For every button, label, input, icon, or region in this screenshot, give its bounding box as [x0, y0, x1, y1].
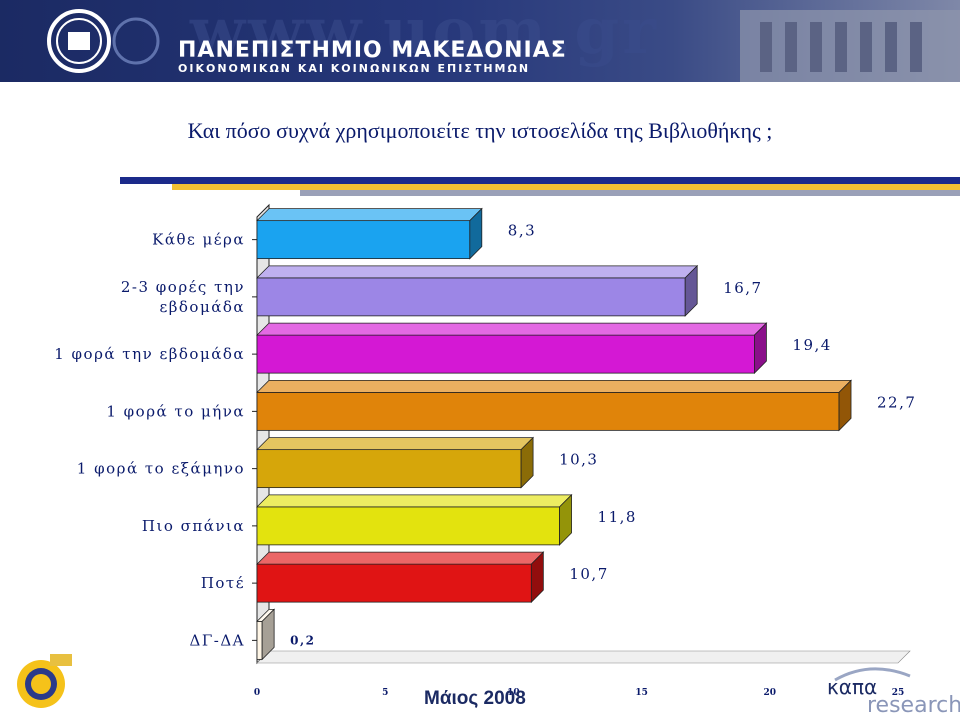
bar-top-3 [256, 379, 852, 393]
x-tick-label-1: 5 [382, 688, 388, 698]
bar-top-6 [256, 551, 545, 565]
bar-4 [256, 449, 522, 489]
bar-top-4 [256, 437, 535, 451]
faculty-name: ΟΙΚΟΝΟΜΙΚΩΝ ΚΑΙ ΚΟΙΝΩΝΙΚΩΝ ΕΠΙΣΤΗΜΩΝ [178, 62, 531, 75]
category-label-5: Πιο σπάνια [142, 517, 245, 535]
title-rule-blue [120, 177, 960, 184]
bar-7 [256, 620, 263, 660]
x-tick-label-0: 0 [254, 688, 260, 698]
data-label-7: 0,2 [290, 633, 315, 647]
axis-floor [256, 650, 911, 664]
data-label-5: 11,8 [598, 508, 637, 526]
bar-chart: Κάθε μέρα 8,3 2-3 φορές την εβδομάδα 16,7 1 φ… [54, 203, 916, 698]
title-rule-gold [172, 184, 960, 190]
bar-0 [256, 220, 471, 260]
category-label-7: ΔΓ-ΔΑ [190, 631, 245, 649]
bar-side-0 [469, 207, 483, 260]
sun-emblem-logo [17, 654, 72, 708]
bar-1 [256, 277, 686, 317]
brand-bottom-text: research [867, 693, 960, 717]
data-label-1: 16,7 [723, 279, 762, 297]
data-label-0: 8,3 [508, 222, 536, 240]
bar-side-2 [754, 322, 767, 375]
chart-title: Και πόσο συχνά χρησιμοποιείτε την ιστοσε… [187, 118, 773, 143]
category-label-1: 2-3 φορές την εβδομάδα [121, 278, 245, 316]
survey-date: Μάιος 2008 [424, 688, 526, 709]
building-image [740, 10, 960, 82]
bar-top-0 [256, 208, 483, 222]
bar-2 [256, 334, 755, 374]
bar-side-6 [530, 551, 544, 604]
x-tick-label-5: 25 [892, 688, 905, 698]
x-tick-label-2: 10 [507, 688, 520, 698]
brand-top-text: καπα [827, 675, 877, 699]
category-label-4: 1 φορά το εξάμηνο [77, 460, 245, 478]
category-label-0: Κάθε μέρα [152, 231, 245, 249]
bar-top-5 [256, 494, 573, 508]
bar-side-5 [559, 493, 572, 546]
university-seal-icon [47, 9, 160, 73]
category-label-6: Ποτέ [201, 574, 245, 592]
bar-side-3 [838, 379, 852, 432]
category-label-3: 1 φορά το μήνα [106, 402, 245, 420]
data-label-2: 19,4 [792, 336, 831, 354]
header-banner: www.uom.gr ΠΑΝΕΠΙΣΤΗΜΙΟ ΜΑΚΕΔΟΝΙΑΣ ΟΙΚΟΝ… [0, 0, 960, 82]
category-label-2: 1 φορά την εβδομάδα [54, 345, 245, 363]
bar-3 [256, 391, 840, 431]
website-watermark: www.uom.gr [190, 0, 659, 69]
x-tick-label-4: 20 [764, 688, 777, 698]
bar-side-7 [261, 608, 275, 661]
data-label-6: 10,7 [569, 565, 608, 583]
bar-side-1 [684, 264, 698, 317]
title-rule-grey [300, 190, 960, 196]
bar-top-2 [256, 322, 768, 336]
data-label-3: 22,7 [877, 393, 916, 411]
bar-top-1 [256, 265, 699, 279]
kapa-research-logo: καπα research [827, 667, 960, 717]
x-tick-label-3: 15 [635, 688, 648, 698]
bar-side-4 [520, 436, 534, 489]
bar-6 [256, 563, 532, 603]
data-label-4: 10,3 [559, 451, 598, 469]
bar-5 [256, 506, 560, 546]
university-name: ΠΑΝΕΠΙΣΤΗΜΙΟ ΜΑΚΕΔΟΝΙΑΣ [178, 38, 567, 63]
